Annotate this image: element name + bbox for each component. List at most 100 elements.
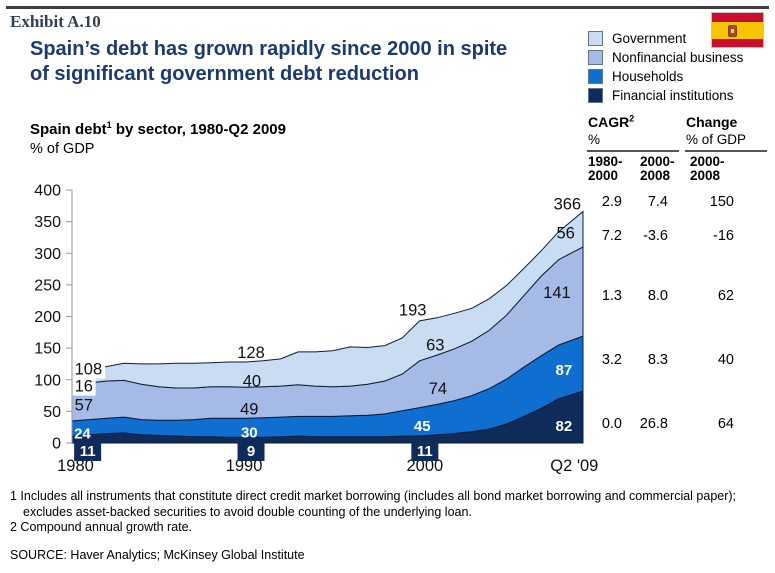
footnote-marker-1: 1: [106, 120, 112, 130]
footnotes: 1 Includes all instruments that constitu…: [10, 489, 755, 536]
data-label: 16: [75, 378, 93, 396]
data-label: 56: [556, 225, 574, 243]
stats-col-change-2000-2008: 2000- 2008: [690, 154, 725, 183]
page-title: Spain’s debt has grown rapidly since 200…: [30, 37, 590, 87]
data-label: 366: [554, 195, 582, 213]
legend-swatch-financial-institutions: [588, 88, 603, 103]
x-axis-label: Q2 '09: [550, 457, 598, 475]
stats-cell-change-2000-2008: 62: [717, 288, 734, 304]
stats-cell-cagr-2000-2008: 8.0: [647, 288, 668, 304]
x-axis-label: 1990: [226, 457, 263, 475]
data-label: 63: [426, 336, 444, 354]
stats-cell-cagr-2000-2008: 26.8: [639, 416, 668, 432]
stats-cell-cagr-2000-2008: 7.4: [647, 194, 668, 210]
exhibit-label: Exhibit A.10: [10, 12, 101, 31]
data-label-chip: [72, 359, 106, 379]
chart-subtitle-text: Spain debt: [30, 121, 107, 138]
stats-row-total: 2.9 7.4 150: [586, 194, 736, 212]
stats-col-2000-2008: 2000- 2008: [640, 154, 675, 183]
stats-cell-cagr-1980-2000: 3.2: [601, 352, 622, 368]
stats-cell-change-2000-2008: 40: [717, 352, 734, 368]
data-label: 87: [556, 362, 573, 379]
data-label: 11: [80, 443, 96, 460]
stats-cell-cagr-1980-2000: 0.0: [601, 416, 622, 432]
x-axis-label: 2000: [406, 457, 443, 475]
page-title-line1: Spain’s debt has grown rapidly since 200…: [30, 38, 508, 60]
legend-label: Households: [612, 69, 684, 84]
stats-row-households: 3.2 8.3 40: [586, 352, 736, 370]
flag-stripe-bottom: [712, 39, 763, 47]
data-label-chip: [72, 376, 96, 396]
stats-change-unit: % of GDP: [686, 132, 747, 147]
chart-area: 0 50 100 150 200 250 300 350 400 1980 1990 2000 Q2 '…: [22, 168, 602, 483]
legend-label: Government: [612, 31, 687, 46]
y-axis-label: 200: [34, 309, 61, 326]
debt-area-chart: 0 50 100 150 200 250 300 350 400 1980 1990 2000 Q2 '…: [34, 183, 598, 476]
chart-subtitle: Spain debt1 by sector, 1980-Q2 2009: [30, 120, 286, 139]
legend-swatch-nonfinancial-business: [588, 50, 603, 65]
stats-row-nonfinancial-business: 1.3 8.0 62: [586, 288, 736, 306]
footnote-2: 2 Compound annual growth rate.: [10, 520, 193, 534]
stats-change-underline: [685, 150, 767, 152]
chart-subtitle-rest: by sector, 1980-Q2 2009: [111, 121, 286, 138]
stats-row-financial-institutions: 0.0 26.8 64: [586, 416, 736, 434]
data-label: 57: [75, 397, 93, 415]
data-label: 11: [417, 443, 433, 460]
stats-cell-cagr-1980-2000: 1.3: [601, 288, 622, 304]
data-label: 49: [240, 400, 258, 418]
y-axis-label: 400: [34, 183, 61, 200]
stats-cell-change-2000-2008: 150: [709, 194, 734, 210]
legend-item-financial-institutions: Financial institutions: [588, 86, 743, 105]
legend-label: Financial institutions: [612, 88, 734, 103]
stats-col-1980-2000: 1980- 2000: [588, 154, 623, 183]
top-rule: [6, 6, 769, 9]
data-label: 128: [237, 344, 265, 362]
data-label: 193: [399, 302, 427, 320]
stats-cell-change-2000-2008: -16: [713, 228, 734, 244]
data-label-box: [411, 440, 439, 461]
y-axis-label: 100: [34, 372, 61, 389]
y-axis-label: 50: [43, 404, 61, 421]
flag-stripe-middle: [712, 22, 763, 39]
chart-unit-label: % of GDP: [30, 141, 95, 157]
flag-stripe-top: [712, 13, 763, 22]
legend-swatch-government: [588, 31, 603, 46]
y-axis-label: 150: [34, 341, 61, 358]
x-axis-label: 1980: [57, 457, 94, 475]
y-axis-label: 350: [34, 214, 61, 231]
page-title-line2: of significant government debt reduction: [30, 63, 419, 85]
data-label: 141: [543, 284, 571, 302]
data-label: 24: [74, 425, 91, 442]
spain-flag-icon: [711, 12, 764, 48]
legend: Government Nonfinancial business Household…: [588, 29, 743, 105]
data-label: 108: [75, 360, 103, 378]
data-label: 45: [414, 418, 431, 435]
data-label-box: [237, 440, 265, 461]
legend-label: Nonfinancial business: [612, 50, 744, 65]
y-axis-label: 250: [34, 277, 61, 294]
data-label: 74: [429, 380, 447, 398]
stats-cagr-title: CAGR2: [588, 113, 635, 130]
stats-cell-cagr-1980-2000: 7.2: [601, 228, 622, 244]
legend-item-households: Households: [588, 67, 743, 86]
stats-cagr-unit: %: [588, 132, 601, 147]
y-axis-label: 300: [34, 246, 61, 263]
stats-cagr-underline: [587, 150, 679, 152]
y-axis-label: 0: [52, 436, 61, 453]
legend-item-nonfinancial-business: Nonfinancial business: [588, 48, 743, 67]
source-line: SOURCE: Haver Analytics; McKinsey Global…: [10, 548, 305, 562]
data-label: 40: [243, 373, 261, 391]
stats-change-title: Change: [686, 114, 738, 130]
stats-cell-cagr-1980-2000: 2.9: [601, 194, 622, 210]
stats-cell-cagr-2000-2008: 8.3: [647, 352, 668, 368]
area-band-government: [71, 210, 584, 389]
stats-cell-change-2000-2008: 64: [717, 416, 734, 432]
stats-row-government: 7.2 -3.6 -16: [586, 228, 736, 246]
data-label-box: [74, 440, 102, 461]
stats-cell-cagr-2000-2008: -3.6: [643, 228, 668, 244]
data-label: 82: [556, 418, 573, 435]
data-label: 9: [247, 443, 255, 460]
legend-swatch-households: [588, 69, 603, 84]
data-label: 30: [241, 425, 258, 442]
